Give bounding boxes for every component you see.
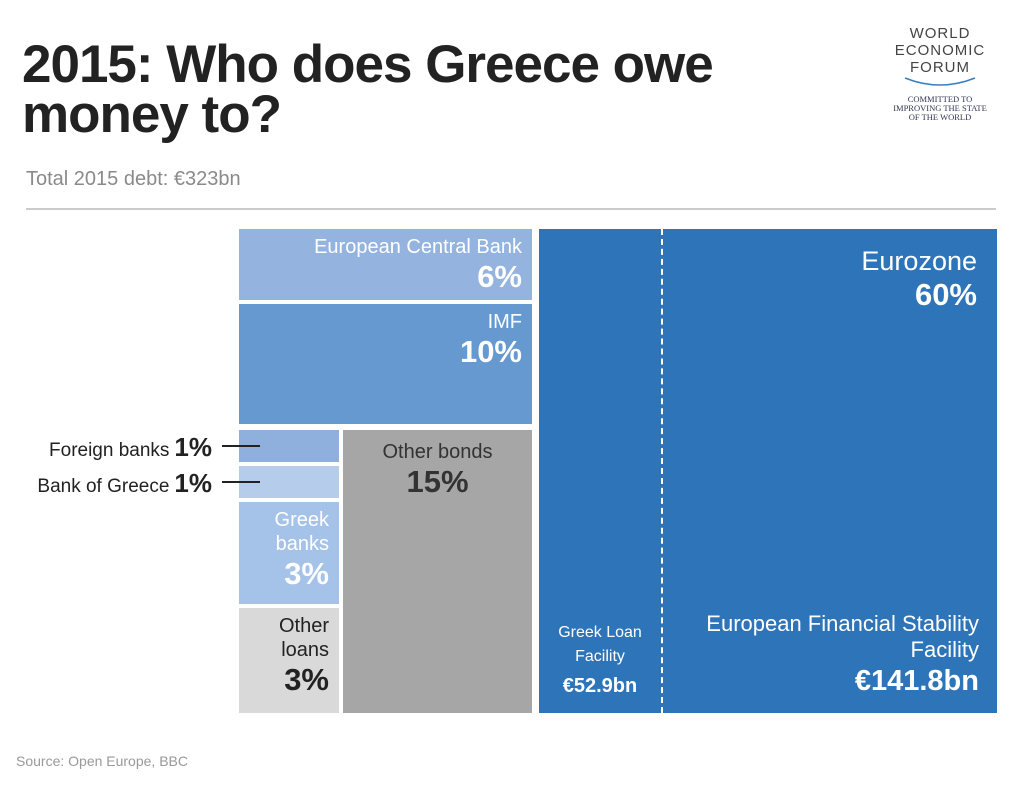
logo-text: WORLD	[909, 25, 971, 42]
logo-arc	[904, 77, 976, 86]
leader-line	[222, 445, 260, 447]
logo-text: ECONOMIC	[894, 42, 986, 59]
cell-name: Eurozone	[861, 246, 977, 276]
cell-name: Other bonds	[382, 441, 493, 463]
treemap-cell: Greek banks 3%	[239, 502, 339, 604]
treemap-cell: Other bonds 15%	[343, 430, 532, 713]
source: Source: Open Europe, BBC	[16, 753, 188, 769]
value-label: 10%	[459, 334, 522, 369]
cell-name: Bank of Greece	[37, 476, 170, 497]
cell-name: IMF	[487, 311, 522, 333]
treemap-cell: Other loans 3%	[239, 608, 339, 713]
cell-name: European Central Bank	[314, 236, 522, 258]
facility-name: Greek Loan Facility	[558, 624, 642, 665]
logo-tagline: OF THE WORLD	[908, 112, 972, 122]
cell-name: Other loans	[278, 615, 329, 661]
value-label: 1%	[174, 468, 212, 498]
facility-name: European Financial Stability Facility	[706, 611, 979, 662]
chart-title: 2015: Who does Greece owe money to?	[22, 35, 714, 144]
cell-label: Bank of Greece 1%	[37, 468, 212, 499]
value-label: 3%	[284, 662, 329, 697]
value-label: 3%	[284, 556, 329, 591]
treemap-cell: European Central Bank 6%	[239, 229, 532, 300]
value-label: 60%	[914, 277, 977, 312]
logo-text: FORUM	[910, 59, 970, 76]
value-label: 1%	[174, 432, 212, 462]
cell-label: Foreign banks 1%	[49, 432, 212, 463]
facility-region: European Financial Stability Facility €14…	[661, 229, 997, 713]
divider	[26, 208, 996, 210]
facility-value: €52.9bn	[562, 675, 638, 697]
value-label: 6%	[477, 259, 522, 294]
facility-value: €141.8bn	[854, 665, 979, 697]
logo: WORLD ECONOMIC FORUM COMMITTED TO IMPROV…	[880, 25, 1000, 122]
logo-tagline: COMMITTED TO	[907, 94, 973, 104]
subtitle: Total 2015 debt: €323bn	[26, 168, 241, 190]
value-label: 15%	[406, 464, 469, 499]
cell-name: Foreign banks	[49, 440, 170, 461]
facility-region: Greek Loan Facility €52.9bn	[539, 229, 661, 713]
treemap-cell: Eurozone 60% Greek Loan Facility €52.9bn Eur…	[539, 229, 997, 713]
cell-name: Greek banks	[274, 509, 329, 555]
leader-line	[222, 481, 260, 483]
treemap-cell: IMF 10%	[239, 304, 532, 424]
logo-tagline: IMPROVING THE STATE	[893, 103, 987, 113]
cell-header: Eurozone 60%	[861, 245, 977, 313]
